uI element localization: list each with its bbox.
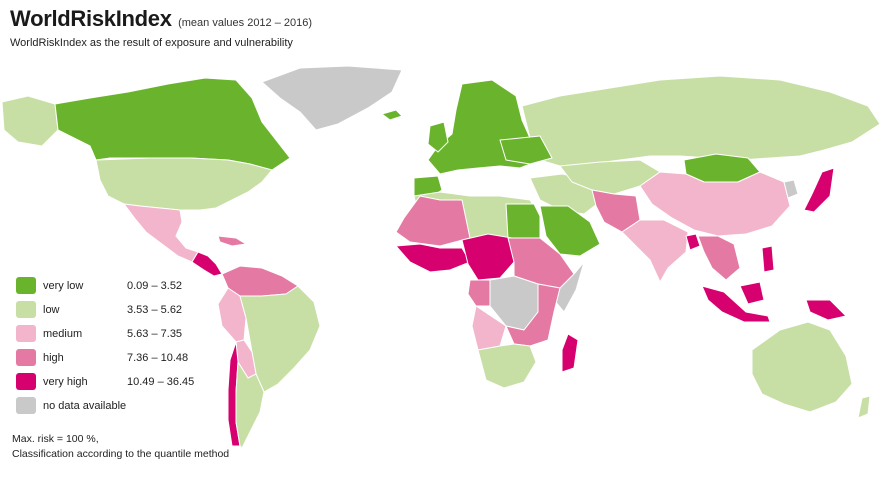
region-papua	[805, 299, 847, 321]
region-niger-chad	[461, 233, 515, 281]
legend-item-no-data: no data available	[10, 394, 245, 418]
legend-item-very-low: very low 0.09 – 3.52	[10, 274, 245, 298]
legend-label: low	[43, 304, 60, 316]
legend-range: 10.49 – 36.45	[127, 376, 195, 388]
region-philippines	[761, 245, 775, 273]
legend-item-very-high: very high 10.49 – 36.45	[10, 370, 245, 394]
legend-swatch	[16, 373, 36, 390]
region-eastern-europe	[499, 135, 553, 165]
region-alaska	[1, 95, 59, 147]
region-argentina	[235, 361, 265, 449]
map-subtitle: WorldRiskIndex as the result of exposure…	[10, 37, 293, 49]
region-china	[639, 171, 791, 237]
legend-label: high	[43, 352, 64, 364]
legend-item-medium: medium 5.63 – 7.35	[10, 322, 245, 346]
legend-swatch	[16, 301, 36, 318]
region-southeast-asia	[697, 235, 741, 281]
region-usa	[95, 157, 273, 211]
legend-label: no data available	[43, 400, 127, 412]
region-sahel-west	[395, 195, 471, 247]
region-central-america	[191, 251, 223, 277]
footnote: Max. risk = 100 %, Classification accord…	[12, 432, 229, 462]
region-greenland	[261, 65, 403, 131]
map-title: WorldRiskIndex	[10, 6, 172, 31]
legend-range: 5.63 – 7.35	[127, 328, 183, 340]
region-indonesia	[701, 285, 771, 323]
region-australia	[751, 321, 853, 413]
region-uk	[427, 121, 449, 153]
region-japan	[803, 167, 835, 213]
legend-label: medium	[43, 328, 83, 340]
region-caribbean	[217, 235, 247, 247]
region-india	[621, 219, 689, 283]
legend-swatch	[16, 277, 36, 294]
region-russia	[521, 75, 881, 167]
map-title-note: (mean values 2012 – 2016)	[178, 17, 313, 29]
legend-item-low: low 3.53 – 5.62	[10, 298, 245, 322]
legend-swatch	[16, 325, 36, 342]
region-borneo	[739, 281, 765, 305]
region-west-africa	[395, 243, 471, 273]
region-madagascar	[561, 333, 579, 373]
legend-swatch	[16, 349, 36, 366]
legend-label: very low	[43, 280, 84, 292]
legend-swatch	[16, 397, 36, 414]
region-gulf-of-guinea	[467, 279, 491, 307]
footnote-line-max-risk: Max. risk = 100 %,	[12, 433, 99, 445]
region-korea	[783, 179, 799, 199]
region-arabia	[539, 205, 601, 257]
legend-range: 3.53 – 5.62	[127, 304, 183, 316]
region-iceland	[381, 109, 403, 121]
region-bangladesh	[685, 233, 701, 251]
footnote-line-classification: Classification according to the quantile…	[12, 448, 230, 460]
region-canada	[54, 77, 291, 171]
legend-range: 0.09 – 3.52	[127, 280, 183, 292]
legend: very low 0.09 – 3.52 low 3.53 – 5.62 med…	[10, 274, 245, 418]
legend-item-high: high 7.36 – 10.48	[10, 346, 245, 370]
region-mexico	[123, 203, 199, 263]
region-egypt	[505, 203, 541, 239]
legend-range: 7.36 – 10.48	[127, 352, 189, 364]
title-row: WorldRiskIndex (mean values 2012 – 2016)	[10, 6, 312, 32]
legend-label: very high	[43, 376, 88, 388]
region-new-zealand	[857, 395, 871, 419]
region-southern-africa	[477, 343, 537, 389]
